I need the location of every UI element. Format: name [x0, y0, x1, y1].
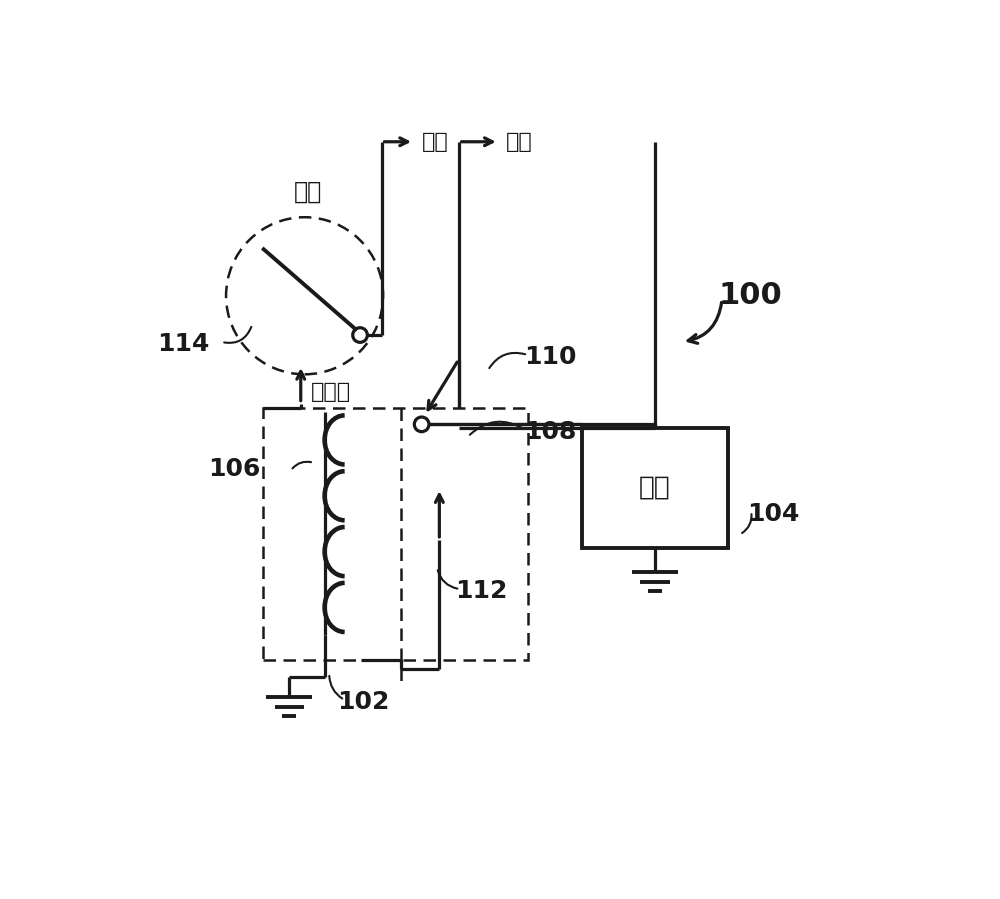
Bar [263, 408, 528, 660]
Text: 电源: 电源 [506, 132, 533, 152]
Text: 开关: 开关 [294, 180, 323, 203]
Bar [582, 428, 728, 547]
Text: 104: 104 [747, 502, 800, 526]
Text: 电源: 电源 [422, 132, 448, 152]
Text: 负载: 负载 [639, 475, 671, 501]
Text: 102: 102 [337, 690, 389, 714]
Text: 继电器: 继电器 [311, 382, 351, 402]
Text: 100: 100 [719, 281, 783, 310]
Text: 110: 110 [524, 345, 577, 369]
Text: 112: 112 [455, 579, 507, 602]
Text: 106: 106 [208, 457, 261, 481]
Text: 114: 114 [157, 333, 209, 356]
Text: 108: 108 [524, 420, 576, 444]
